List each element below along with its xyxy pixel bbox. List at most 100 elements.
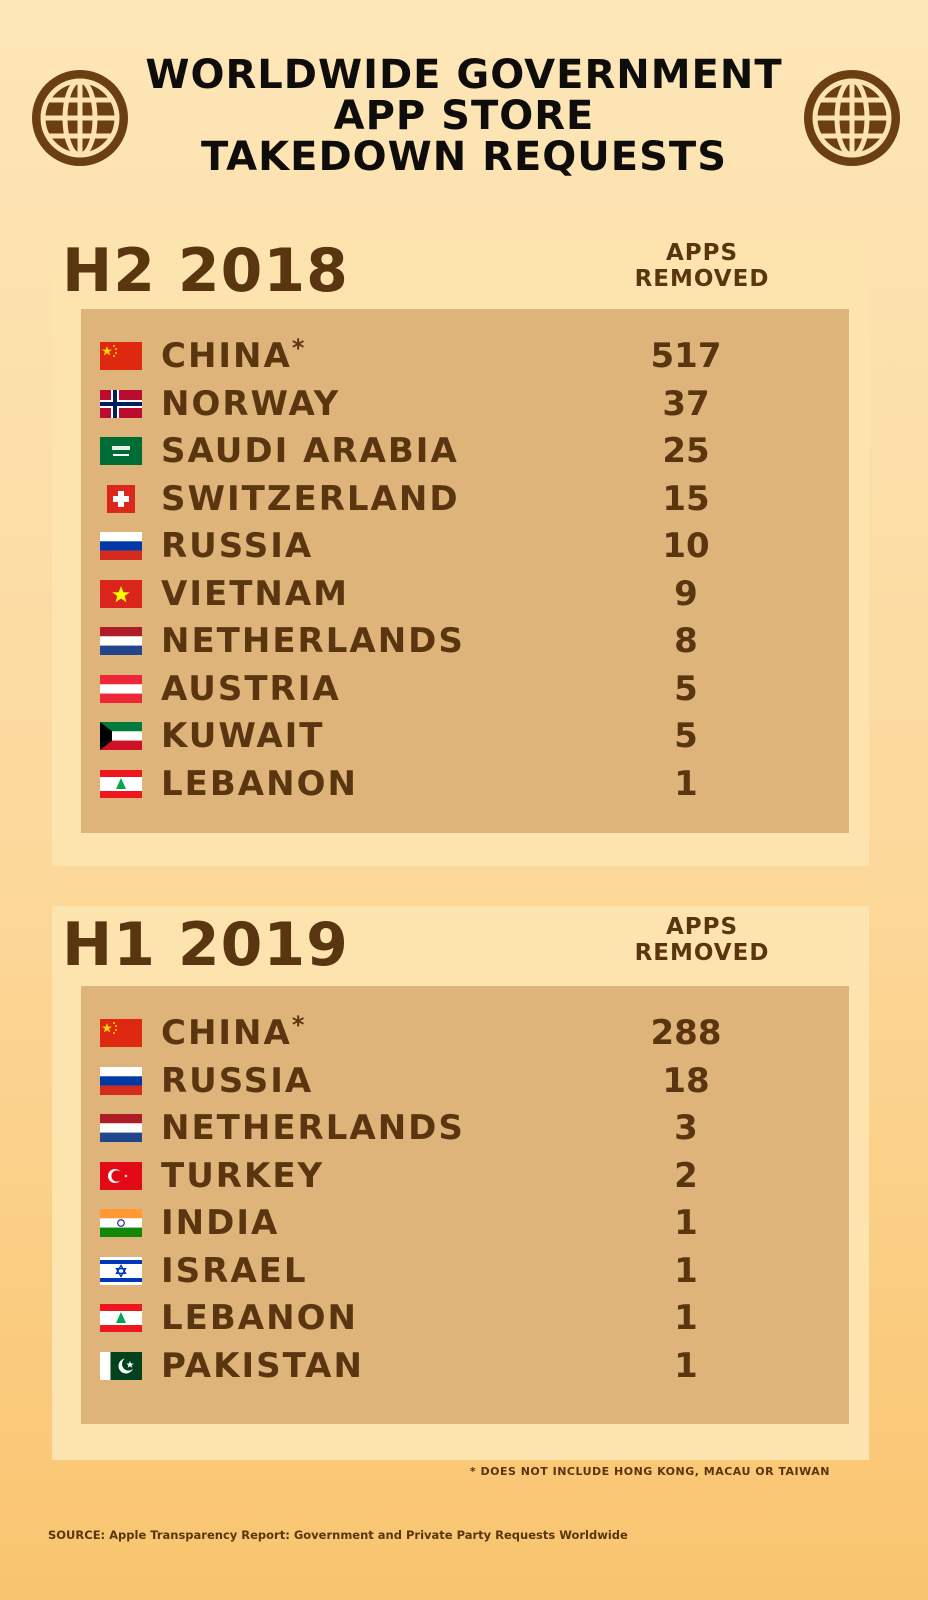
country-label: RUSSIA <box>161 1060 314 1101</box>
country-label: NETHERLANDS <box>161 621 465 661</box>
header-line: APPS <box>665 914 739 940</box>
title-line: TAKEDOWN REQUESTS <box>200 134 728 180</box>
apps-removed-value: 15 <box>662 478 710 519</box>
country-label: CHINA <box>161 1013 292 1053</box>
russia-flag-icon <box>100 1066 142 1095</box>
h1-2019-panel: H1 2019 APPS REMOVED CHINA* 288 RUSSIA 18 NE… <box>52 906 869 1460</box>
vietnam-flag-icon <box>100 579 142 608</box>
netherlands-flag-icon <box>100 627 142 655</box>
lebanon-flag-icon <box>100 1304 142 1332</box>
apps-removed-value: 1 <box>674 763 698 804</box>
source-note: SOURCE: Apple Transparency Report: Gover… <box>48 1528 628 1542</box>
country-name: INDIA <box>161 1203 279 1243</box>
country-name: LEBANON <box>161 764 358 804</box>
table-row: NETHERLANDS 8 <box>81 618 849 666</box>
footnote: * DOES NOT INCLUDE HONG KONG, MACAU OR T… <box>469 1465 830 1478</box>
country-label: TURKEY <box>161 1155 325 1196</box>
country-table: CHINA* 288 RUSSIA 18 NETHERLANDS 3 TURKEY 2 INDI… <box>81 986 849 1424</box>
table-row: LEBANON 1 <box>81 1295 849 1343</box>
country-name: CHINA* <box>161 1011 307 1053</box>
country-name: NORWAY <box>161 384 340 424</box>
country-label: AUSTRIA <box>161 668 341 709</box>
netherlands-flag-icon <box>100 1114 142 1142</box>
title-line: WORLDWIDE GOVERNMENT <box>145 52 783 98</box>
apps-removed-value: 37 <box>662 383 710 424</box>
globe-icon <box>804 70 900 166</box>
russia-flag-icon <box>100 532 142 560</box>
table-row: VIETNAM 9 <box>81 571 849 619</box>
country-label: LEBANON <box>161 1298 358 1338</box>
country-label: SWITZERLAND <box>161 478 460 519</box>
country-label: NETHERLANDS <box>161 1108 465 1148</box>
period-title: H2 2018 <box>62 236 349 306</box>
apps-removed-value: 288 <box>650 1013 722 1053</box>
table-row: INDIA 1 <box>81 1200 849 1248</box>
india-flag-icon <box>100 1209 142 1237</box>
table-rows: CHINA* 517 NORWAY 37 SAUDI ARABIA 25 SWITZERLA… <box>81 333 849 808</box>
turkey-flag-icon <box>100 1161 142 1190</box>
country-name: PAKISTAN <box>161 1346 364 1386</box>
country-label: CHINA <box>161 336 292 376</box>
country-name: NETHERLANDS <box>161 1108 465 1148</box>
table-row: CHINA* 517 <box>81 333 849 381</box>
country-name: KUWAIT <box>161 716 325 756</box>
apps-removed-value: 25 <box>662 431 710 471</box>
globe-icon <box>32 70 128 166</box>
apps-removed-value: 1 <box>674 1345 698 1386</box>
country-label: SAUDI ARABIA <box>161 431 459 471</box>
apps-removed-value: 5 <box>674 716 698 756</box>
table-row: RUSSIA 18 <box>81 1058 849 1106</box>
page-title: WORLDWIDE GOVERNMENT APP STORE TAKEDOWN … <box>140 55 788 178</box>
apps-removed-header: APPS REMOVED <box>612 914 792 966</box>
apps-removed-value: 1 <box>674 1203 698 1243</box>
kuwait-flag-icon <box>100 722 142 750</box>
country-name: LEBANON <box>161 1298 358 1338</box>
footnote-marker: * <box>291 334 307 362</box>
apps-removed-value: 9 <box>674 573 698 614</box>
apps-removed-value: 8 <box>674 621 698 661</box>
country-name: AUSTRIA <box>161 669 341 709</box>
table-row: TURKEY 2 <box>81 1153 849 1201</box>
footnote-marker: * <box>291 1011 307 1039</box>
country-label: ISRAEL <box>161 1250 308 1291</box>
country-label: LEBANON <box>161 763 358 804</box>
apps-removed-header: APPS REMOVED <box>612 240 792 292</box>
country-name: VIETNAM <box>161 574 349 614</box>
country-name: NETHERLANDS <box>161 621 465 661</box>
country-label: PAKISTAN <box>161 1345 364 1386</box>
table-row: SAUDI ARABIA 25 <box>81 428 849 476</box>
table-row: NETHERLANDS 3 <box>81 1105 849 1153</box>
country-name: RUSSIA <box>161 526 313 566</box>
china-flag-icon <box>100 1019 142 1047</box>
apps-removed-value: 2 <box>674 1155 698 1196</box>
china-flag-icon <box>100 342 142 370</box>
table-row: NORWAY 37 <box>81 381 849 429</box>
pakistan-flag-icon <box>100 1351 142 1380</box>
lebanon-flag-icon <box>100 769 142 798</box>
table-row: ISRAEL 1 <box>81 1248 849 1296</box>
apps-removed-value: 1 <box>674 1298 698 1338</box>
country-label: NORWAY <box>161 383 341 424</box>
table-rows: CHINA* 288 RUSSIA 18 NETHERLANDS 3 TURKEY 2 INDI… <box>81 1010 849 1390</box>
country-name: ISRAEL <box>161 1251 308 1291</box>
country-name: CHINA* <box>161 334 307 376</box>
apps-removed-value: 3 <box>674 1108 698 1148</box>
norway-flag-icon <box>100 389 142 418</box>
switzerland-flag-icon <box>100 484 142 513</box>
table-row: AUSTRIA 5 <box>81 666 849 714</box>
title-line: APP STORE <box>333 93 595 139</box>
header-line: APPS <box>665 240 739 266</box>
header-line: REMOVED <box>634 940 770 966</box>
country-label: VIETNAM <box>161 573 349 614</box>
country-table: CHINA* 517 NORWAY 37 SAUDI ARABIA 25 SWITZERLA… <box>81 309 849 833</box>
israel-flag-icon <box>100 1256 142 1285</box>
table-row: CHINA* 288 <box>81 1010 849 1058</box>
apps-removed-value: 10 <box>662 526 710 566</box>
country-name: SAUDI ARABIA <box>161 431 459 471</box>
h2-2018-panel: H2 2018 APPS REMOVED CHINA* 517 NORWAY 37 SA… <box>52 232 869 866</box>
country-label: RUSSIA <box>161 526 314 566</box>
country-label: INDIA <box>161 1203 280 1243</box>
country-name: SWITZERLAND <box>161 479 460 519</box>
apps-removed-value: 1 <box>674 1250 698 1291</box>
table-row: KUWAIT 5 <box>81 713 849 761</box>
